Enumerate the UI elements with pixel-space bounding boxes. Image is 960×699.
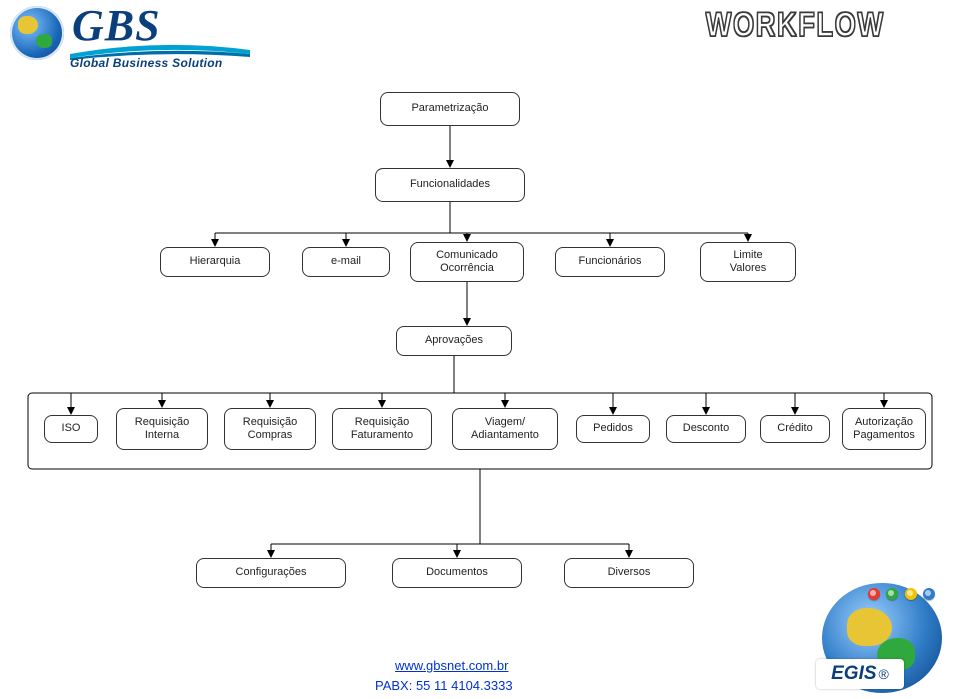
node-pedidos: Pedidos	[576, 415, 650, 443]
node-limite: LimiteValores	[700, 242, 796, 282]
egis-label: EGIS ®	[816, 659, 904, 689]
gbs-subtitle: Global Business Solution	[70, 56, 223, 70]
gbs-logo: GBS Global Business Solution	[10, 4, 290, 68]
footer-phone: PABX: 55 11 4104.3333	[375, 678, 513, 693]
node-email: e-mail	[302, 247, 390, 277]
node-funcionalidades: Funcionalidades	[375, 168, 525, 202]
node-desconto: Desconto	[666, 415, 746, 443]
node-documentos: Documentos	[392, 558, 522, 588]
egis-logo: EGIS ®	[802, 583, 942, 693]
node-req_interna: RequisiçãoInterna	[116, 408, 208, 450]
node-parametrizacao: Parametrização	[380, 92, 520, 126]
node-comunicado: ComunicadoOcorrência	[410, 242, 524, 282]
node-iso: ISO	[44, 415, 98, 443]
page-title: WORKFLOW	[706, 6, 885, 45]
node-req_compras: RequisiçãoCompras	[224, 408, 316, 450]
node-aprovacoes: Aprovações	[396, 326, 512, 356]
globe-icon	[10, 6, 64, 60]
egis-name: EGIS	[831, 663, 876, 685]
egis-pins	[867, 587, 936, 605]
node-funcionarios: Funcionários	[555, 247, 665, 277]
node-hierarquia: Hierarquia	[160, 247, 270, 277]
node-config: Configurações	[196, 558, 346, 588]
node-credito: Crédito	[760, 415, 830, 443]
node-req_fatur: RequisiçãoFaturamento	[332, 408, 432, 450]
footer-link[interactable]: www.gbsnet.com.br	[395, 658, 508, 673]
node-autorizacao: AutorizaçãoPagamentos	[842, 408, 926, 450]
node-viagem: Viagem/Adiantamento	[452, 408, 558, 450]
node-diversos: Diversos	[564, 558, 694, 588]
egis-reg: ®	[879, 666, 889, 682]
